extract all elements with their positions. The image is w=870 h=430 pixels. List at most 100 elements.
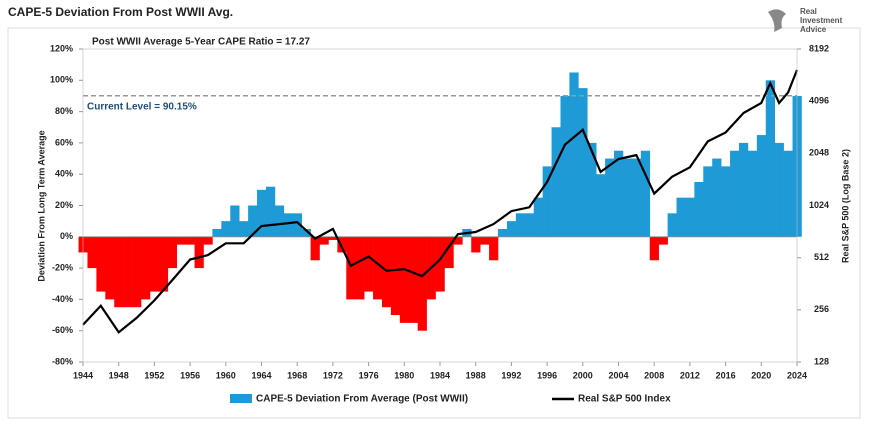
subtitle: Post WWII Average 5-Year CAPE Ratio = 17… [92, 37, 310, 48]
deviation-bar [524, 213, 535, 237]
deviation-bar [694, 182, 704, 237]
y2-tick-label: 256 [814, 304, 829, 314]
deviation-bar [730, 150, 740, 237]
deviation-bar [587, 142, 597, 237]
deviation-bar [87, 236, 97, 269]
x-tick-label: 1988 [466, 370, 486, 380]
chart-title: CAPE-5 Deviation From Post WWII Avg. [8, 5, 233, 19]
deviation-bar [203, 236, 213, 245]
deviation-bar [105, 236, 115, 300]
deviation-bar [185, 236, 195, 245]
logo-text: Advice [800, 25, 827, 34]
deviation-bar [230, 205, 240, 237]
plot-border [82, 48, 798, 363]
deviation-bar [301, 228, 311, 237]
x-tick-label: 1964 [251, 370, 271, 380]
deviation-bar [498, 228, 508, 237]
deviation-bar [435, 236, 445, 292]
y-tick-label: 0% [60, 231, 73, 241]
deviation-bar [248, 205, 258, 237]
deviation-bar [453, 236, 463, 245]
deviation-bar [390, 236, 401, 316]
deviation-bar [149, 236, 160, 292]
deviation-bar [283, 213, 294, 237]
deviation-bar [685, 197, 695, 237]
x-tick-label: 2004 [608, 370, 628, 380]
deviation-bar [310, 236, 320, 261]
x-tick-label: 2016 [716, 370, 736, 380]
y-tick-label: 20% [55, 200, 73, 210]
legend-label: CAPE-5 Deviation From Average (Post WWII… [256, 394, 468, 405]
y2-axis-label: Real S&P 500 (Log Base 2) [840, 149, 850, 263]
x-tick-label: 1968 [287, 370, 307, 380]
deviation-bar [381, 236, 392, 308]
x-tick-label: 2008 [644, 370, 664, 380]
deviation-bar [158, 236, 169, 292]
y2-tick-label: 512 [814, 252, 829, 262]
deviation-bar [471, 236, 481, 253]
deviation-bar [167, 236, 178, 269]
y2-tick-label: 128 [814, 356, 829, 366]
deviation-bar [515, 213, 526, 237]
deviation-bar [96, 236, 106, 292]
deviation-bar [408, 236, 418, 323]
deviation-bar [274, 205, 285, 237]
deviation-bar [337, 236, 347, 253]
logo-text: Investment [800, 16, 843, 25]
x-tick-label: 1996 [537, 370, 557, 380]
deviation-bar [355, 236, 365, 300]
deviation-bar [569, 72, 579, 237]
y-tick-label: 60% [55, 137, 73, 147]
y2-tick-label: 4096 [809, 96, 829, 106]
deviation-bar [551, 127, 561, 237]
y-tick-label: 120% [50, 43, 73, 53]
y-tick-label: -80% [52, 356, 73, 366]
x-tick-label: 1948 [109, 370, 129, 380]
deviation-bar [257, 189, 267, 237]
deviation-bar [756, 135, 767, 237]
x-tick-label: 1992 [501, 370, 521, 380]
deviation-bar [417, 236, 427, 331]
x-tick-label: 2024 [787, 370, 807, 380]
deviation-bar [631, 158, 642, 237]
deviation-bar [667, 213, 677, 237]
legend-swatch [230, 394, 252, 403]
deviation-bar [622, 158, 633, 237]
deviation-bar [703, 166, 713, 237]
deviation-bar [221, 221, 231, 237]
deviation-bar [489, 236, 499, 261]
x-tick-label: 2020 [751, 370, 771, 380]
deviation-bar [578, 88, 588, 237]
deviation-bar [346, 236, 356, 300]
deviation-bar [560, 95, 570, 237]
deviation-bar [783, 150, 793, 237]
y-axis-label: Deviation From Long Term Average [36, 130, 46, 281]
deviation-bar [765, 80, 775, 237]
x-tick-label: 1984 [430, 370, 450, 380]
deviation-bar [649, 236, 659, 261]
x-tick-label: 1944 [73, 370, 93, 380]
deviation-bar [444, 236, 454, 269]
deviation-bar [194, 236, 204, 269]
x-tick-label: 1980 [394, 370, 414, 380]
y2-tick-label: 8192 [809, 43, 829, 53]
deviation-bar [141, 236, 151, 300]
deviation-bar [614, 150, 624, 237]
deviation-bar [292, 213, 302, 237]
deviation-bar [542, 166, 552, 237]
deviation-bar [480, 236, 490, 245]
y2-tick-label: 2048 [809, 148, 829, 158]
current-level-label: Current Level = 90.15% [87, 101, 197, 112]
deviation-bar [676, 197, 686, 237]
deviation-bar [114, 236, 124, 308]
y-tick-label: -40% [52, 294, 73, 304]
deviation-bar [774, 142, 784, 237]
logo-text: Real [800, 7, 817, 16]
deviation-bar [506, 221, 517, 237]
x-tick-label: 1952 [144, 370, 164, 380]
sp500-line [82, 69, 799, 334]
deviation-bar [123, 236, 133, 308]
deviation-bar [132, 236, 142, 308]
x-tick-label: 1972 [323, 370, 343, 380]
x-tick-label: 1976 [359, 370, 379, 380]
